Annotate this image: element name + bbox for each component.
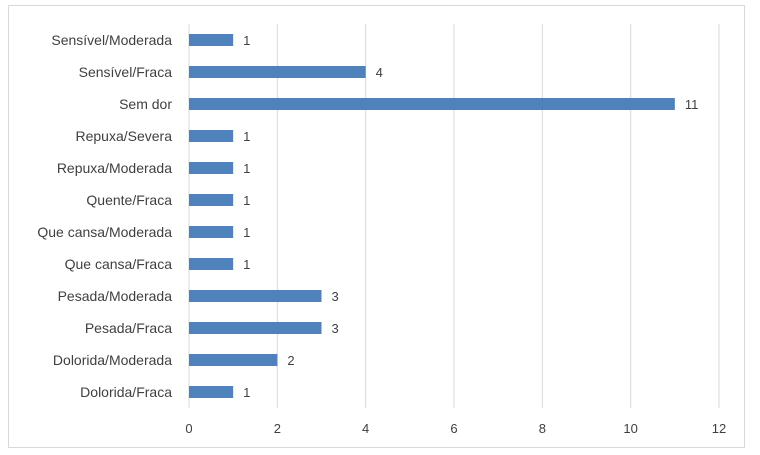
category-label: Sensível/Fraca	[79, 64, 173, 80]
bar	[189, 258, 234, 270]
category-label: Repuxa/Moderada	[57, 160, 172, 176]
gridlines	[188, 24, 720, 408]
category-labels: Sensível/Moderada Sensível/Fraca Sem dor Re…	[37, 32, 172, 400]
data-label: 1	[243, 129, 250, 144]
category-label: Sensível/Moderada	[51, 32, 172, 48]
x-tick-label: 0	[185, 421, 192, 436]
category-label: Sem dor	[119, 96, 172, 112]
x-axis-ticks: 0 2 4 6 8 10 12	[185, 421, 726, 436]
category-label: Pesada/Moderada	[58, 288, 173, 304]
data-label: 3	[332, 321, 339, 336]
bar	[189, 162, 234, 174]
category-label: Quente/Fraca	[86, 192, 172, 208]
category-label: Dolorida/Moderada	[53, 352, 172, 368]
x-tick-label: 10	[623, 421, 637, 436]
data-label: 2	[287, 353, 294, 368]
bar	[189, 194, 234, 206]
data-label: 4	[376, 65, 383, 80]
data-label: 1	[243, 33, 250, 48]
category-label: Dolorida/Fraca	[80, 384, 172, 400]
x-tick-label: 6	[450, 421, 457, 436]
x-tick-label: 8	[539, 421, 546, 436]
bar	[189, 130, 234, 142]
bar	[189, 354, 278, 366]
chart-frame	[8, 5, 745, 448]
data-label: 3	[332, 289, 339, 304]
bar	[189, 386, 234, 398]
category-label: Repuxa/Severa	[75, 128, 172, 144]
category-label: Que cansa/Fraca	[65, 256, 173, 272]
data-label: 1	[243, 193, 250, 208]
x-tick-label: 12	[712, 421, 726, 436]
bars	[189, 34, 675, 398]
bar	[189, 34, 234, 46]
data-label: 1	[243, 225, 250, 240]
bar	[189, 66, 366, 78]
data-label: 1	[243, 257, 250, 272]
category-label: Pesada/Fraca	[85, 320, 172, 336]
category-label: Que cansa/Moderada	[37, 224, 172, 240]
bar	[189, 98, 675, 110]
bar	[189, 290, 322, 302]
data-label: 1	[243, 161, 250, 176]
bar	[189, 322, 322, 334]
data-label: 1	[243, 385, 250, 400]
x-tick-label: 2	[274, 421, 281, 436]
bar	[189, 226, 234, 238]
x-tick-label: 4	[362, 421, 369, 436]
data-label: 11	[685, 97, 699, 112]
